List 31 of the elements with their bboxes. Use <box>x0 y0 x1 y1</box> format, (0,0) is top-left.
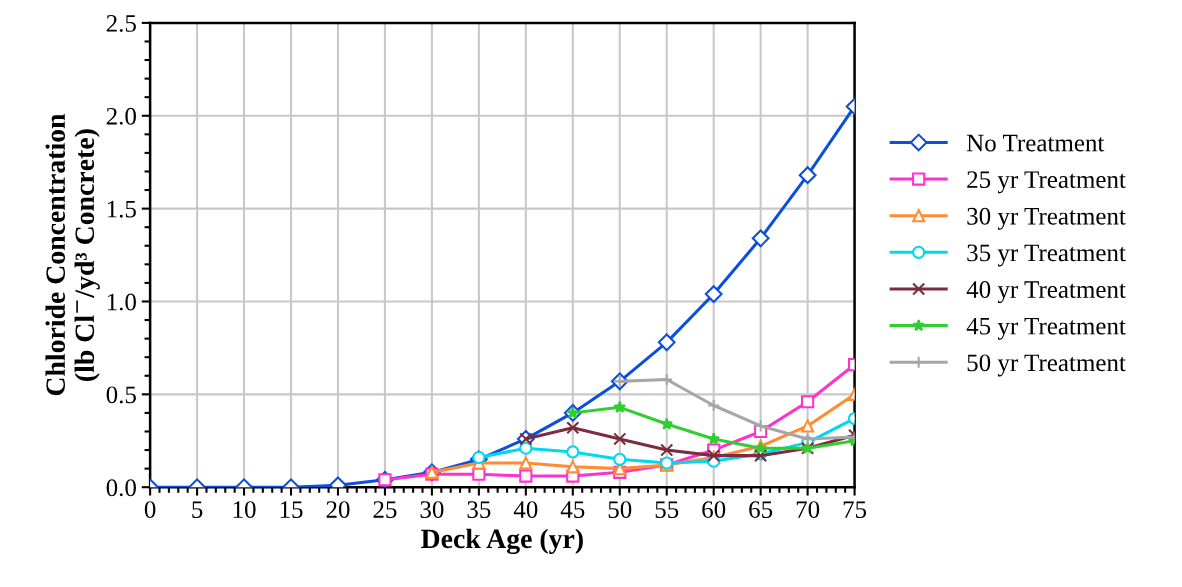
x-tick-label: 35 <box>467 501 491 518</box>
legend-label: 45 yr Treatment <box>966 317 1126 340</box>
x-tick-label: 70 <box>796 501 820 518</box>
x-axis-title: Deck Age (yr) <box>421 528 583 555</box>
x-tick-label: 15 <box>280 501 303 518</box>
x-tick-label: 25 <box>373 501 397 518</box>
x-tick-label: 45 <box>560 501 585 518</box>
legend-label: 35 yr Treatment <box>967 244 1126 267</box>
legend-label: 25 yr Treatment <box>967 171 1126 194</box>
y-tick-label: 1.0 <box>107 293 136 311</box>
x-tick-label: 10 <box>233 501 256 518</box>
y-axis-title: Chloride Concentration (lb Cl$^{−}$/yd³ Concrete) <box>45 113 100 396</box>
x-tick-label: 75 <box>843 501 867 518</box>
x-tick-label: 20 <box>326 501 350 518</box>
x-tick-label: 40 <box>513 501 538 518</box>
legend-label: 30 yr Treatment <box>967 207 1126 230</box>
x-tick-label: 60 <box>702 501 726 518</box>
y-tick-label: 0.0 <box>106 479 136 497</box>
legend-label: No Treatment <box>966 134 1105 152</box>
x-tick-label: 55 <box>655 501 679 518</box>
x-tick-label: 0 <box>144 501 156 518</box>
legend-label: 50 yr Treatment <box>967 354 1126 377</box>
y-tick-label: 1.5 <box>107 200 136 218</box>
legend-label: 40 yr Treatment <box>966 281 1126 304</box>
x-tick-label: 5 <box>192 501 203 518</box>
y-tick-label: 0.5 <box>106 386 136 404</box>
x-tick-label: 30 <box>420 501 444 518</box>
x-tick-label: 50 <box>608 501 632 518</box>
x-tick-label: 65 <box>749 501 773 518</box>
y-tick-label: 2.0 <box>106 107 136 125</box>
y-tick-label: 2.5 <box>106 15 136 32</box>
